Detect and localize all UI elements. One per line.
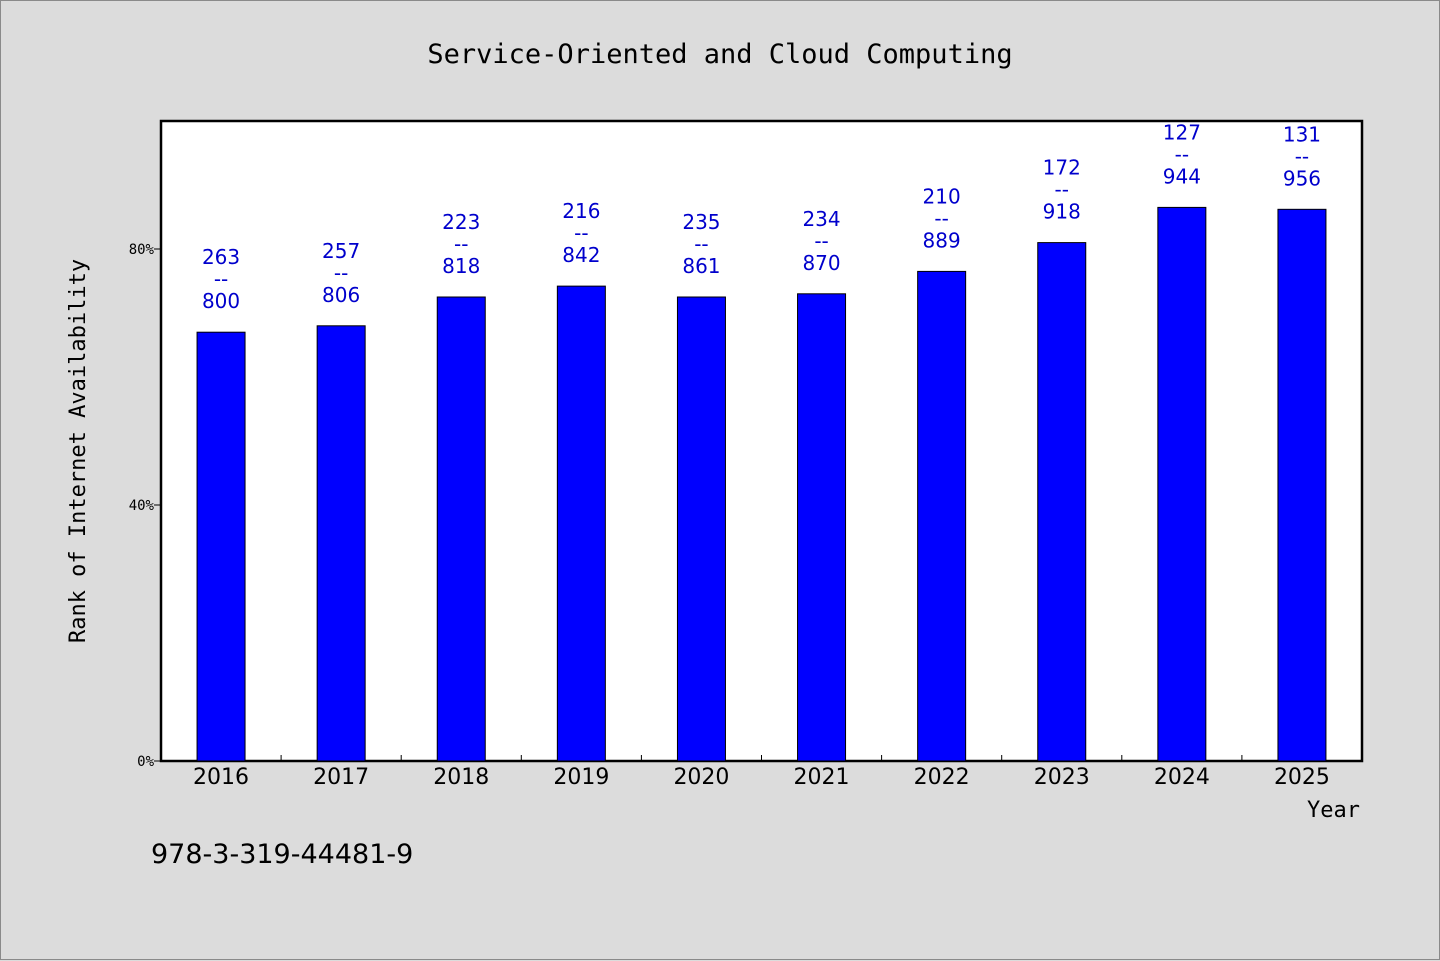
bar-2020 [676, 296, 726, 762]
data-label-bottom-2020: 861 [682, 254, 720, 278]
data-label-bottom-2018: 818 [442, 254, 480, 278]
data-label-bottom-2024: 944 [1163, 164, 1201, 188]
data-label-sep-2016: -- [214, 267, 228, 291]
data-label-sep-2017: -- [334, 261, 348, 285]
x-tick-label-2022: 2022 [914, 765, 970, 790]
data-label-sep-2020: -- [694, 232, 708, 256]
data-label-sep-2024: -- [1175, 142, 1189, 166]
x-tick-label-2024: 2024 [1154, 765, 1210, 790]
chart-title: Service-Oriented and Cloud Computing [427, 39, 1012, 70]
data-label-top-2022: 210 [923, 184, 961, 208]
data-label-top-2023: 172 [1043, 156, 1081, 180]
bars-group [196, 206, 1327, 762]
data-label-top-2019: 216 [562, 199, 600, 223]
x-tick-label-2021: 2021 [794, 765, 850, 790]
bar-2022 [917, 270, 967, 762]
bar-2019 [556, 285, 606, 762]
bar-2021 [797, 293, 847, 762]
data-label-bottom-2021: 870 [802, 251, 840, 275]
x-tick-label-2025: 2025 [1274, 765, 1330, 790]
y-axis-ticks: 0% 40% 80% [129, 242, 161, 770]
data-label-sep-2025: -- [1295, 144, 1309, 168]
bar-2016 [196, 331, 246, 762]
data-label-sep-2022: -- [934, 206, 948, 230]
data-label-sep-2021: -- [814, 229, 828, 253]
data-label-top-2017: 257 [322, 239, 360, 263]
x-axis-label: Year [1307, 798, 1360, 823]
x-tick-label-2023: 2023 [1034, 765, 1090, 790]
data-label-bottom-2025: 956 [1283, 166, 1321, 190]
data-label-top-2016: 263 [202, 245, 240, 269]
x-tick-label-2020: 2020 [673, 765, 729, 790]
data-label-top-2020: 235 [682, 210, 720, 234]
x-tick-label-2017: 2017 [313, 765, 369, 790]
x-axis-ticks: 2016 2017 2018 2019 2020 2021 2022 2023 2024 2025 [193, 755, 1330, 790]
data-label-bottom-2023: 918 [1043, 200, 1081, 224]
y-tick-label-2: 80% [129, 242, 155, 258]
data-label-top-2018: 223 [442, 210, 480, 234]
bar-2025 [1277, 208, 1327, 762]
footnote-isbn: 978-3-319-44481-9 [151, 839, 413, 870]
y-tick-label-1: 40% [129, 498, 155, 514]
data-label-top-2024: 127 [1163, 120, 1201, 144]
y-tick-label-0: 0% [137, 754, 154, 770]
y-axis-label: Rank of Internet Availability [66, 259, 91, 643]
x-tick-label-2016: 2016 [193, 765, 249, 790]
bar-2018 [436, 296, 486, 762]
data-label-sep-2023: -- [1055, 178, 1069, 202]
x-tick-label-2018: 2018 [433, 765, 489, 790]
data-labels-group: 263--800257--806223--818216--842235--861… [202, 120, 1321, 313]
data-label-bottom-2019: 842 [562, 243, 600, 267]
data-label-sep-2019: -- [574, 221, 588, 245]
data-label-top-2025: 131 [1283, 122, 1321, 146]
x-tick-label-2019: 2019 [553, 765, 609, 790]
data-label-bottom-2017: 806 [322, 283, 360, 307]
data-label-bottom-2016: 800 [202, 289, 240, 313]
bar-2017 [316, 325, 366, 762]
data-label-bottom-2022: 889 [923, 228, 961, 252]
data-label-top-2021: 234 [802, 207, 840, 231]
data-label-sep-2018: -- [454, 232, 468, 256]
bar-2023 [1037, 242, 1087, 762]
bar-2024 [1157, 206, 1207, 762]
